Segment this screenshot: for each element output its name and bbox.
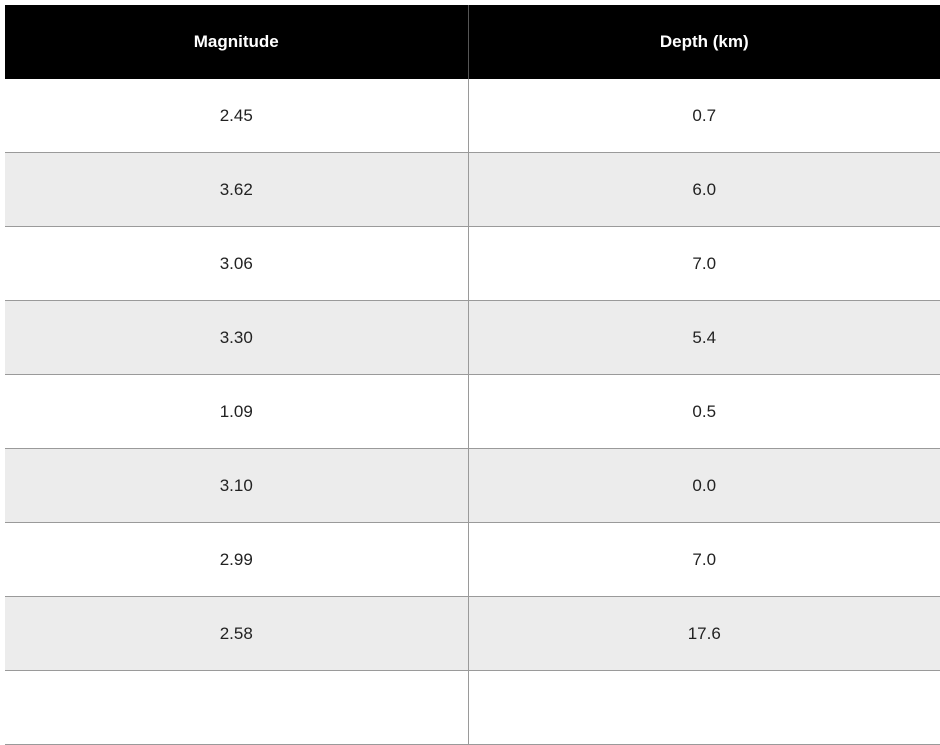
cell-depth: 6.0	[468, 152, 940, 227]
table-row: 2.45 0.7	[5, 79, 940, 153]
cell-depth	[468, 670, 940, 745]
cell-depth: 0.0	[468, 448, 940, 523]
cell-depth: 17.6	[468, 596, 940, 671]
table-header-row: Magnitude Depth (km)	[5, 5, 940, 79]
table-row: 2.58 17.6	[5, 596, 940, 671]
table-row-partial	[5, 670, 940, 745]
table-row: 3.10 0.0	[5, 448, 940, 523]
cell-magnitude: 2.58	[5, 596, 469, 671]
table-row: 3.06 7.0	[5, 226, 940, 301]
cell-depth: 7.0	[468, 226, 940, 301]
cell-magnitude: 3.10	[5, 448, 469, 523]
cell-magnitude: 2.45	[5, 79, 469, 153]
cell-depth: 0.7	[468, 79, 940, 153]
earthquake-table: Magnitude Depth (km) 2.45 0.7 3.62 6.0 3…	[5, 5, 940, 745]
cell-magnitude: 1.09	[5, 374, 469, 449]
cell-magnitude: 3.06	[5, 226, 469, 301]
table-row: 1.09 0.5	[5, 374, 940, 449]
cell-magnitude	[5, 670, 469, 745]
cell-magnitude: 3.62	[5, 152, 469, 227]
column-header-magnitude: Magnitude	[5, 5, 469, 79]
cell-depth: 5.4	[468, 300, 940, 375]
column-header-depth: Depth (km)	[468, 5, 940, 79]
cell-magnitude: 3.30	[5, 300, 469, 375]
data-table-container: Magnitude Depth (km) 2.45 0.7 3.62 6.0 3…	[5, 5, 940, 745]
cell-depth: 7.0	[468, 522, 940, 597]
table-row: 3.62 6.0	[5, 152, 940, 227]
table-row: 2.99 7.0	[5, 522, 940, 597]
cell-magnitude: 2.99	[5, 522, 469, 597]
table-row: 3.30 5.4	[5, 300, 940, 375]
cell-depth: 0.5	[468, 374, 940, 449]
